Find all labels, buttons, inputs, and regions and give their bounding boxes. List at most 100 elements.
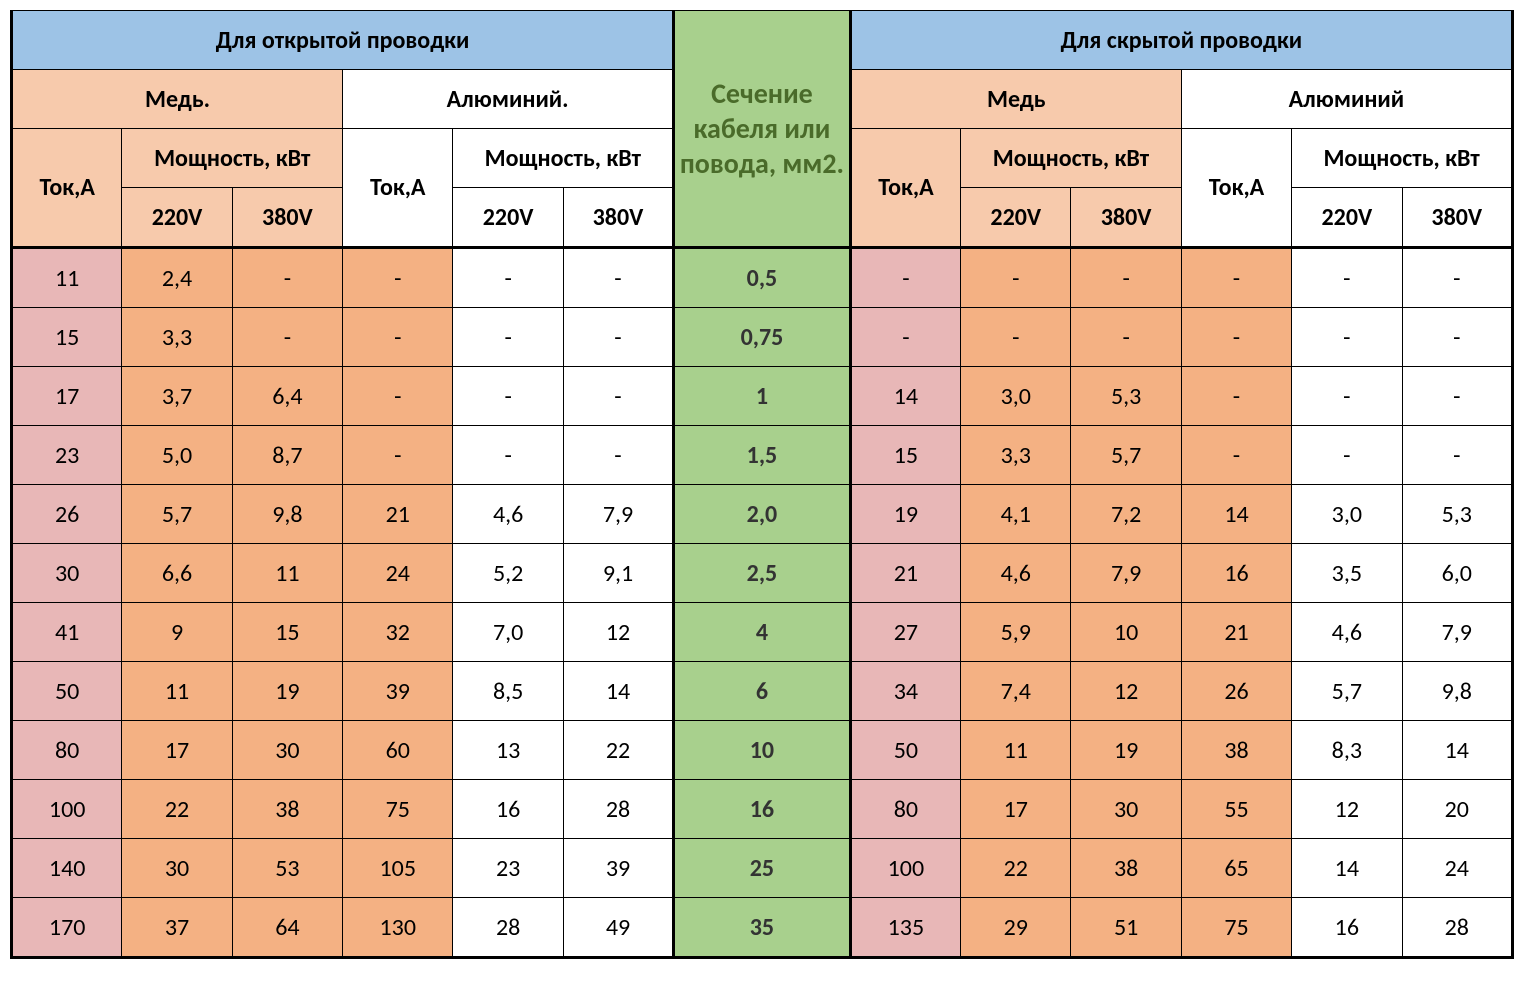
table-row: 80173060132210501119388,314 (12, 721, 1513, 780)
data-cell: 26 (1181, 662, 1291, 721)
table-row: 173,76,4---1143,05,3--- (12, 367, 1513, 426)
header-current: Ток,А (343, 129, 453, 248)
data-cell: - (1402, 426, 1512, 485)
data-cell: 14 (1402, 721, 1512, 780)
header-open-wiring: Для открытой проводки (12, 11, 674, 70)
data-cell: 16 (453, 780, 563, 839)
data-cell: 8,7 (232, 426, 342, 485)
data-cell: - (563, 426, 673, 485)
data-cell: 2,4 (122, 248, 232, 308)
data-cell: - (1402, 248, 1512, 308)
data-cell: 1,5 (674, 426, 851, 485)
table-body: 112,4----0,5------153,3----0,75------173… (12, 248, 1513, 958)
data-cell: 9,8 (232, 485, 342, 544)
data-cell: 13 (453, 721, 563, 780)
data-cell: 1 (674, 367, 851, 426)
data-cell: 20 (1402, 780, 1512, 839)
table-row: 153,3----0,75------ (12, 308, 1513, 367)
header-power: Мощность, кВт (961, 129, 1182, 188)
data-cell: 14 (1181, 485, 1291, 544)
data-cell: 9,8 (1402, 662, 1512, 721)
data-cell: - (1292, 426, 1402, 485)
header-copper-right: Медь (850, 70, 1181, 129)
data-cell: 5,3 (1071, 367, 1181, 426)
header-power: Мощность, кВт (1292, 129, 1513, 188)
data-cell: 12 (563, 603, 673, 662)
data-cell: - (850, 308, 960, 367)
data-cell: 14 (1292, 839, 1402, 898)
header-220v: 220V (1292, 188, 1402, 248)
data-cell: - (1402, 308, 1512, 367)
data-cell: 6,0 (1402, 544, 1512, 603)
data-cell: 4,6 (453, 485, 563, 544)
data-cell: 130 (343, 898, 453, 958)
data-cell: 12 (1292, 780, 1402, 839)
data-cell: 7,9 (563, 485, 673, 544)
data-cell: 32 (343, 603, 453, 662)
data-cell: 9,1 (563, 544, 673, 603)
table-row: 112,4----0,5------ (12, 248, 1513, 308)
header-220v: 220V (453, 188, 563, 248)
data-cell: 65 (1181, 839, 1291, 898)
data-cell: 3,0 (961, 367, 1071, 426)
data-cell: 5,7 (1071, 426, 1181, 485)
header-current: Ток,А (1181, 129, 1291, 248)
data-cell: 19 (232, 662, 342, 721)
data-cell: 6,4 (232, 367, 342, 426)
data-cell: - (343, 426, 453, 485)
data-cell: 21 (1181, 603, 1291, 662)
data-cell: 4,6 (1292, 603, 1402, 662)
data-cell: 28 (453, 898, 563, 958)
data-cell: - (850, 248, 960, 308)
data-cell: 23 (12, 426, 122, 485)
data-cell: 135 (850, 898, 960, 958)
data-cell: 4,1 (961, 485, 1071, 544)
data-cell: 17 (122, 721, 232, 780)
data-cell: 21 (850, 544, 960, 603)
data-cell: 34 (850, 662, 960, 721)
data-cell: - (1181, 367, 1291, 426)
table-row: 100223875162816801730551220 (12, 780, 1513, 839)
data-cell: 100 (850, 839, 960, 898)
data-cell: 41 (12, 603, 122, 662)
data-cell: 3,5 (1292, 544, 1402, 603)
data-cell: 38 (232, 780, 342, 839)
header-current: Ток,А (850, 129, 960, 248)
data-cell: 26 (12, 485, 122, 544)
data-cell: 30 (122, 839, 232, 898)
data-cell: 5,9 (961, 603, 1071, 662)
header-power: Мощность, кВт (453, 129, 674, 188)
data-cell: 3,3 (122, 308, 232, 367)
data-cell: 29 (961, 898, 1071, 958)
data-cell: 39 (563, 839, 673, 898)
data-cell: - (453, 308, 563, 367)
data-cell: 38 (1181, 721, 1291, 780)
data-cell: 37 (122, 898, 232, 958)
data-cell: - (563, 308, 673, 367)
data-cell: - (1181, 308, 1291, 367)
data-cell: 170 (12, 898, 122, 958)
data-cell: - (343, 308, 453, 367)
data-cell: 0,75 (674, 308, 851, 367)
data-cell: 4,6 (961, 544, 1071, 603)
table-row: 41915327,0124275,910214,67,9 (12, 603, 1513, 662)
data-cell: - (232, 248, 342, 308)
data-cell: 39 (343, 662, 453, 721)
data-cell: - (453, 367, 563, 426)
header-copper-left: Медь. (12, 70, 343, 129)
data-cell: 50 (850, 721, 960, 780)
data-cell: 35 (674, 898, 851, 958)
data-cell: 16 (1181, 544, 1291, 603)
data-cell: 16 (674, 780, 851, 839)
data-cell: 9 (122, 603, 232, 662)
data-cell: - (1292, 308, 1402, 367)
data-cell: 28 (563, 780, 673, 839)
data-cell: - (1181, 426, 1291, 485)
data-cell: 24 (1402, 839, 1512, 898)
data-cell: 11 (12, 248, 122, 308)
data-cell: 28 (1402, 898, 1512, 958)
data-cell: 5,0 (122, 426, 232, 485)
data-cell: 75 (343, 780, 453, 839)
data-cell: 8,3 (1292, 721, 1402, 780)
header-380v: 380V (1071, 188, 1181, 248)
